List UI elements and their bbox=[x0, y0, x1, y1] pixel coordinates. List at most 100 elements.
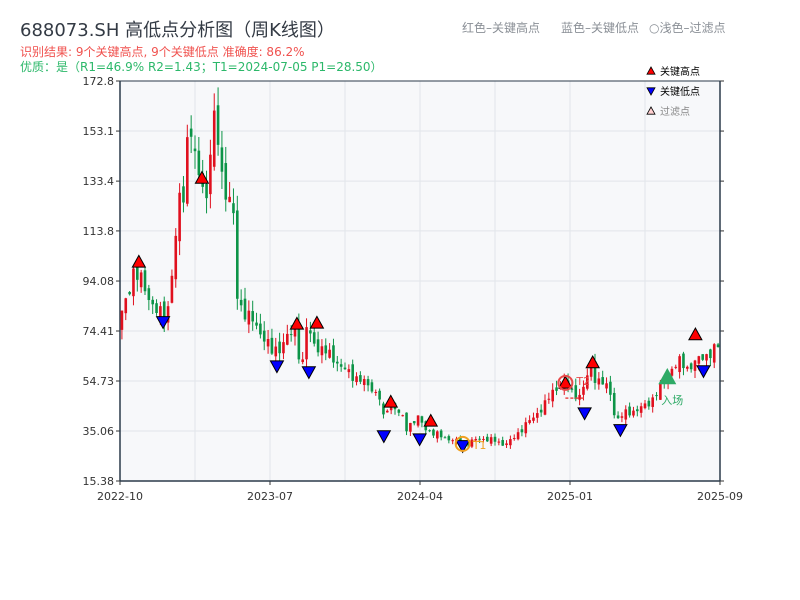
candle-body bbox=[578, 394, 581, 400]
result-summary: 识别结果: 9个关键高点, 9个关键低点 准确度: 86.2% bbox=[20, 45, 305, 59]
candle-body bbox=[266, 339, 270, 347]
legend-label: 过滤点 bbox=[660, 105, 690, 118]
candle-body bbox=[693, 360, 697, 371]
candle-body bbox=[678, 356, 681, 373]
candle-body bbox=[570, 388, 574, 390]
candle-body bbox=[632, 410, 635, 416]
candle-body bbox=[343, 367, 347, 370]
candle-body bbox=[366, 379, 370, 386]
candle-body bbox=[643, 403, 647, 409]
candle-body bbox=[297, 322, 301, 360]
candle-body bbox=[589, 365, 593, 377]
candle-body bbox=[670, 368, 674, 376]
key-low-marker bbox=[269, 360, 285, 374]
key-low-marker bbox=[155, 316, 171, 330]
candle-body bbox=[232, 203, 235, 214]
candle-body bbox=[397, 409, 401, 413]
candle-body bbox=[378, 390, 381, 400]
legend-low-icon bbox=[646, 87, 656, 96]
y-tick-label: 74.41 bbox=[83, 325, 115, 338]
candle-body bbox=[247, 310, 251, 325]
candle-body bbox=[193, 148, 197, 152]
candle-body bbox=[416, 415, 420, 426]
candle-body bbox=[186, 137, 189, 204]
candle-body bbox=[536, 413, 539, 418]
candle-body bbox=[151, 299, 154, 305]
candle-body bbox=[493, 436, 497, 442]
candle-body bbox=[251, 311, 254, 322]
x-tick-label: 2024-04 bbox=[397, 490, 443, 503]
entry-marker bbox=[658, 368, 677, 385]
candle-body bbox=[170, 275, 174, 303]
candle-body bbox=[532, 417, 535, 421]
candle-body bbox=[436, 431, 439, 439]
candle-body bbox=[516, 432, 520, 440]
candle-body bbox=[509, 439, 512, 446]
candle-body bbox=[355, 376, 358, 383]
candle-body bbox=[593, 361, 597, 383]
candle-body bbox=[689, 363, 693, 370]
t2-label: T2 bbox=[575, 375, 590, 388]
candle-body bbox=[543, 400, 547, 415]
candle-body bbox=[601, 377, 604, 385]
candle-body bbox=[228, 196, 231, 203]
candle-body bbox=[120, 310, 124, 330]
candle-body bbox=[182, 186, 185, 203]
candle-body bbox=[320, 346, 324, 356]
legend-red-text: 红色–关键高点 bbox=[462, 21, 541, 35]
legend-label: 关键高点 bbox=[660, 65, 700, 78]
candle-body bbox=[236, 210, 239, 299]
t1-label: T1 bbox=[472, 439, 487, 452]
quality-summary: 优质：是（R1=46.9% R2=1.43；T1=2024-07-05 P1=2… bbox=[20, 60, 383, 74]
candle-body bbox=[328, 349, 331, 358]
candle-body bbox=[255, 322, 258, 326]
candle-body bbox=[551, 389, 554, 402]
t2-circle bbox=[557, 374, 574, 391]
candle-body bbox=[651, 397, 654, 407]
candle-body bbox=[628, 406, 631, 416]
y-tick-label: 15.38 bbox=[83, 475, 115, 488]
candle-body bbox=[362, 379, 366, 386]
key-high-marker bbox=[309, 315, 325, 329]
chart-title: 688073.SH 高低点分析图（周K线图） bbox=[20, 20, 335, 41]
t1-circle bbox=[454, 435, 471, 452]
candle-body bbox=[512, 438, 516, 440]
candle-body bbox=[586, 375, 589, 389]
candle-body bbox=[312, 332, 316, 344]
key-high-marker bbox=[289, 316, 305, 330]
candle-body bbox=[270, 337, 274, 354]
candle-body bbox=[216, 105, 220, 145]
candle-body bbox=[332, 345, 335, 363]
candle-body bbox=[639, 406, 643, 413]
candle-body bbox=[609, 381, 612, 395]
candle-body bbox=[612, 392, 616, 416]
candle-body bbox=[555, 387, 558, 391]
candle-body bbox=[716, 344, 720, 348]
candle-body bbox=[605, 383, 608, 389]
candle-body bbox=[224, 163, 228, 200]
candle-body bbox=[147, 288, 151, 301]
candle-body bbox=[451, 440, 454, 442]
key-low-marker bbox=[577, 407, 592, 421]
candle-body bbox=[709, 349, 712, 359]
legend-blue-text: 蓝色–关键低点 bbox=[561, 21, 640, 35]
candle-body bbox=[655, 395, 658, 397]
candle-body bbox=[374, 391, 378, 393]
candle-body bbox=[209, 154, 212, 195]
candle-body bbox=[443, 437, 447, 439]
candle-body bbox=[274, 346, 278, 357]
candle-body bbox=[574, 385, 578, 400]
y-tick-label: 113.8 bbox=[83, 225, 115, 238]
candle-body bbox=[289, 334, 293, 336]
candle-body bbox=[305, 327, 308, 360]
y-tick-label: 133.4 bbox=[83, 175, 115, 188]
candle-body bbox=[697, 356, 701, 364]
candle-body bbox=[547, 398, 551, 400]
candle-body bbox=[659, 382, 662, 400]
candle-body bbox=[620, 416, 624, 418]
key-high-marker bbox=[383, 394, 399, 408]
candle-body bbox=[428, 430, 431, 432]
candle-body bbox=[136, 265, 139, 280]
candle-body bbox=[293, 329, 297, 337]
legend-filtered-icon bbox=[646, 106, 656, 115]
